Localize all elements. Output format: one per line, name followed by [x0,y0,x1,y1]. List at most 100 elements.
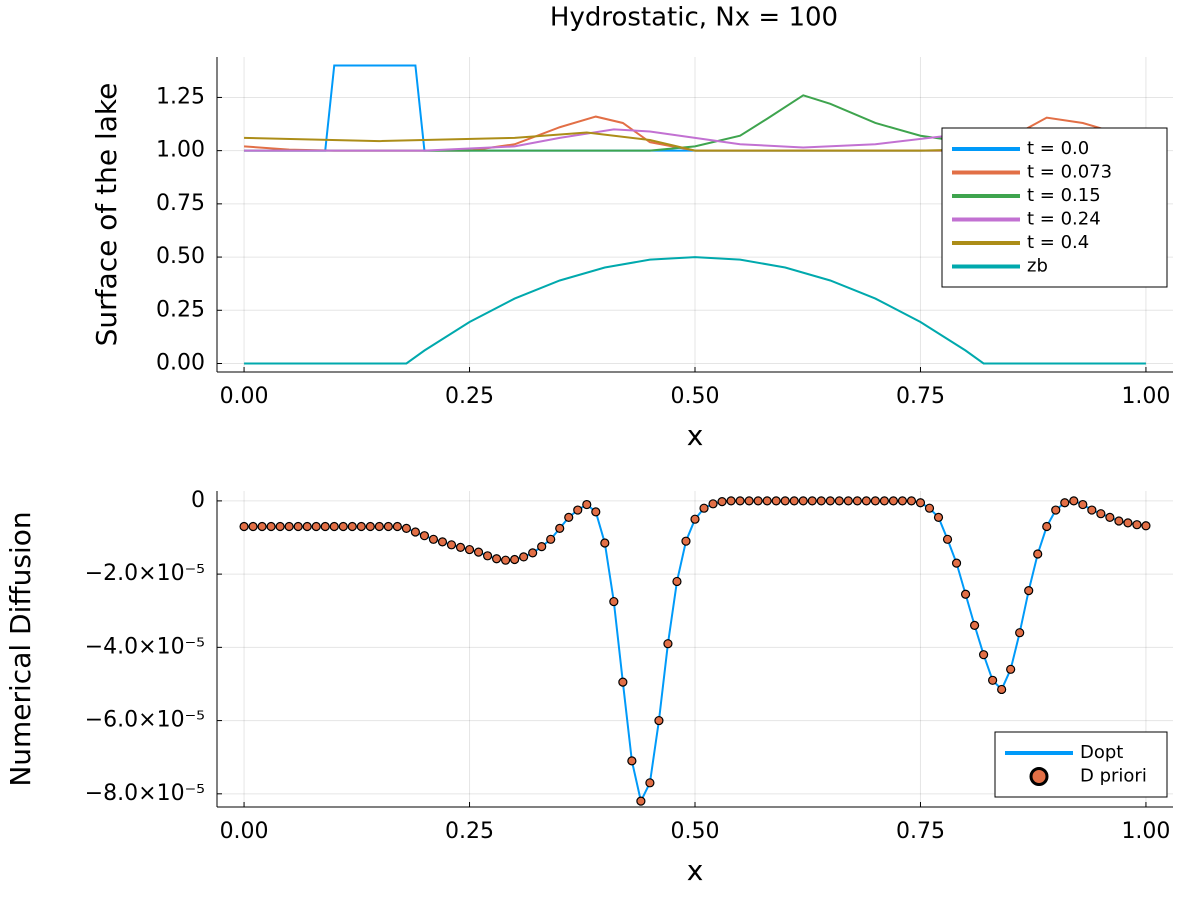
marker [870,496,880,506]
marker [582,499,592,510]
marker [988,675,998,685]
marker [519,552,529,562]
marker [780,496,790,506]
marker [1087,505,1097,515]
marker [789,496,799,506]
legend-label: Dopt [1080,742,1123,763]
marker [726,496,736,506]
marker [383,521,393,532]
marker [1132,520,1142,530]
legend-swatch [1029,767,1049,786]
x-tick-label: 0.75 [896,819,945,844]
marker [464,544,475,555]
y-tick-label: −6.0×10⁻⁵ [85,708,205,733]
marker [573,505,583,515]
y-axis-label: Surface of the lake [90,83,123,347]
y-tick-label: 0.75 [156,191,205,216]
legend-label: t = 0.24 [1027,209,1101,230]
marker [1105,512,1115,522]
x-tick-label: 0.25 [445,819,494,844]
marker [239,521,249,532]
marker [293,521,303,532]
marker [771,496,781,506]
marker [1015,628,1025,638]
marker [302,521,312,532]
marker [473,547,484,557]
marker [924,503,935,513]
marker [320,521,330,532]
marker [1096,509,1106,519]
legend-label: t = 0.4 [1027,232,1089,253]
x-axis-label: x [687,419,704,452]
marker [762,496,772,506]
marker [1114,516,1124,526]
marker [555,523,565,533]
marker [798,496,808,506]
marker [266,521,276,532]
marker [600,538,610,548]
legend-box [941,127,1168,288]
marker [834,496,844,506]
chart-title: Hydrostatic, Nx = 100 [550,3,838,33]
marker [1006,664,1016,674]
marker [410,527,421,537]
marker [591,507,601,517]
marker [618,677,628,687]
marker [510,554,520,565]
marker [735,496,745,506]
marker [636,796,646,806]
x-tick-label: 0.00 [220,384,269,409]
marker [1024,585,1034,596]
marker [897,496,908,506]
marker [329,521,339,532]
marker [537,542,547,552]
marker [501,555,511,565]
y-tick-label: −8.0×10⁻⁵ [85,781,205,806]
marker [645,778,655,788]
marker [1033,549,1043,559]
marker [311,521,321,532]
legend-label: zb [1027,256,1048,277]
y-tick-label: 1.25 [156,84,205,109]
marker [744,496,754,506]
marker [1141,521,1151,531]
marker [528,548,538,558]
legend-label: t = 0.15 [1027,185,1101,206]
marker [374,521,384,532]
marker [879,496,889,506]
y-tick-label: 0.50 [156,244,205,269]
marker [609,596,619,607]
x-tick-label: 0.00 [220,819,269,844]
marker [951,558,962,568]
marker [284,521,294,532]
marker [681,536,691,546]
marker [401,523,411,533]
y-tick-label: 0.00 [156,350,205,375]
marker [257,521,267,532]
marker [690,514,700,524]
x-tick-label: 0.75 [896,384,945,409]
marker [663,639,673,649]
marker [654,715,664,726]
marker [482,551,493,561]
marker [717,497,727,507]
marker [446,540,457,550]
marker [708,499,718,509]
y-tick-label: −2.0×10⁻⁵ [85,561,205,586]
marker [1060,498,1070,508]
marker [906,496,917,506]
marker [546,534,556,544]
x-tick-label: 1.00 [1121,384,1170,409]
marker [248,521,258,532]
marker [1051,505,1061,515]
x-tick-label: 0.50 [671,384,720,409]
marker [852,496,862,506]
marker [979,650,989,660]
marker [843,496,853,506]
x-tick-label: 1.00 [1121,819,1170,844]
marker [428,534,439,544]
marker [942,534,953,544]
line [244,256,1146,365]
y-tick-label: 1.00 [156,138,205,163]
